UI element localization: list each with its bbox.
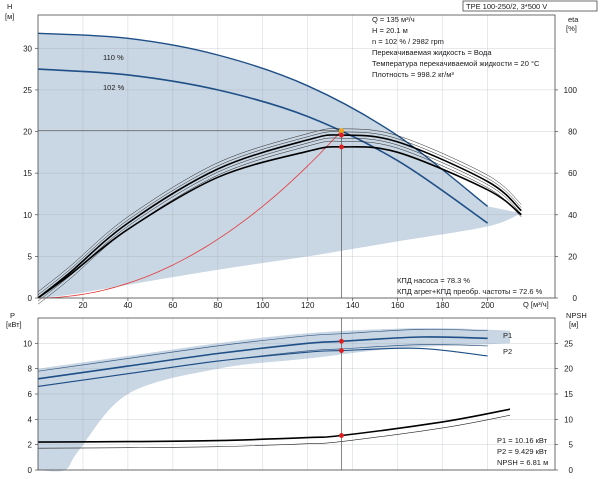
curve-npsh-variant — [37, 415, 511, 449]
operating-point-p1 — [339, 338, 344, 344]
upper-envelope-layer — [38, 33, 522, 299]
upper-plot-frame — [37, 14, 556, 299]
operating-point-eta-pump — [339, 132, 344, 138]
npsh-tick-label: 15 — [564, 390, 573, 399]
operating-point-h — [338, 128, 345, 134]
npsh-tick-label: 10 — [564, 415, 573, 424]
eta-tick-label: 100 — [564, 86, 578, 95]
p-tick-label: 6 — [28, 390, 33, 399]
model-header: TPE 100-250/2, 3*500 V — [466, 2, 547, 11]
info-speed: n = 102 % / 2982 rpm — [372, 37, 444, 46]
curve-label-110: 110 % — [103, 53, 124, 62]
p-tick-label: 2 — [28, 441, 33, 450]
eta-axis-title: eta — [568, 15, 579, 24]
q-tick-label: 180 — [436, 301, 450, 310]
q-tick-label: 120 — [301, 301, 315, 310]
operating-point-p2 — [339, 348, 344, 353]
q-tick-label: 100 — [256, 301, 270, 310]
upper-envelope-fill — [38, 33, 522, 299]
h-axis-title: H — [7, 2, 12, 11]
p-tick-label: 0 — [28, 466, 33, 474]
upper-ticks: 0 5 10 15 20 25 30 0 20 40 60 80 100 20 40 60 80 100 120 14… — [23, 44, 577, 310]
lower-envelope-fill — [38, 328, 510, 472]
upper-curves — [37, 32, 522, 305]
eta-tick-label: 40 — [568, 211, 577, 220]
eta-tick-label: 60 — [568, 169, 577, 178]
lower-envelope-layer — [38, 328, 510, 472]
info-flow: Q = 135 м³/ч — [372, 15, 415, 24]
h-tick-label: 20 — [23, 128, 32, 137]
p-tick-label: 4 — [28, 415, 33, 424]
h-tick-label: 0 — [28, 294, 33, 303]
eta-tick-label: 20 — [568, 252, 577, 261]
h-tick-label: 30 — [23, 44, 32, 53]
info-density: Плотность = 998.2 кг/м³ — [372, 70, 454, 79]
p-axis-unit: [кВт] — [6, 320, 22, 329]
h-tick-label: 15 — [23, 169, 32, 178]
h-tick-label: 25 — [23, 86, 32, 95]
npsh-axis-unit: [м] — [569, 320, 578, 329]
curve-eta-total — [37, 146, 522, 299]
info-npsh: NPSH = 6.81 м — [497, 458, 548, 467]
h-axis-unit: [м] — [5, 12, 14, 21]
info-head: H = 20.1 м — [372, 26, 408, 35]
q-tick-label: 20 — [79, 301, 88, 310]
q-tick-label: 60 — [168, 301, 177, 310]
info-total-efficiency: КПД агрег+КПД преобр. частоты = 72.6 % — [397, 287, 543, 296]
operating-point-npsh — [339, 433, 344, 438]
q-tick-label: 80 — [213, 301, 222, 310]
npsh-tick-label: 25 — [564, 339, 573, 348]
info-temperature: Температура перекачиваемой жидкости = 20… — [372, 59, 540, 68]
p-tick-label: 10 — [23, 339, 32, 348]
model-header-box — [462, 0, 598, 12]
curve-system — [37, 130, 342, 299]
lower-curves — [37, 318, 511, 470]
p-tick-label: 8 — [28, 365, 33, 374]
curve-label-102: 102 % — [103, 83, 125, 92]
info-p1: P1 = 10.16 кВт — [497, 436, 548, 445]
curve-label-p2: P2 — [503, 347, 512, 356]
h-tick-label: 10 — [23, 211, 32, 220]
q-axis-title: Q [м³/ч] — [523, 300, 549, 309]
curve-npsh — [37, 408, 511, 443]
p-axis-title: P — [10, 311, 15, 320]
curve-eta-pump — [37, 134, 522, 299]
curve-eta-variant — [37, 131, 522, 296]
lower-operating-points — [339, 338, 344, 438]
q-tick-label: 40 — [123, 301, 132, 310]
curve-p1 — [37, 336, 488, 380]
q-tick-label: 160 — [391, 301, 405, 310]
info-pump-efficiency: КПД насоса = 78.3 % — [397, 276, 470, 285]
curve-h-102 — [37, 68, 489, 224]
eta-tick-label: 0 — [573, 294, 578, 303]
info-liquid: Перекачиваемая жидкость = Вода — [372, 48, 492, 57]
curve-eta-variant — [37, 140, 522, 305]
curve-p2 — [37, 347, 488, 387]
info-p2: P2 = 9.429 кВт — [497, 447, 548, 456]
q-tick-label: 140 — [346, 301, 360, 310]
lower-ticks: 0 2 4 6 8 10 0 5 10 15 20 25 — [23, 339, 574, 475]
upper-operating-points — [338, 128, 345, 150]
npsh-tick-label: 5 — [569, 441, 574, 450]
curve-eta-variant — [37, 128, 522, 292]
q-tick-label: 200 — [481, 301, 495, 310]
curve-h-110 — [37, 32, 489, 207]
npsh-axis-title: NPSH — [566, 311, 587, 320]
h-tick-label: 5 — [28, 252, 33, 261]
curve-p1-variant — [37, 328, 488, 372]
npsh-tick-label: 0 — [569, 466, 574, 474]
eta-tick-label: 80 — [568, 128, 577, 137]
eta-axis-unit: [%] — [566, 24, 577, 33]
npsh-tick-label: 20 — [564, 365, 573, 374]
curve-label-p1: P1 — [503, 331, 512, 340]
operating-point-eta-total — [339, 144, 344, 150]
